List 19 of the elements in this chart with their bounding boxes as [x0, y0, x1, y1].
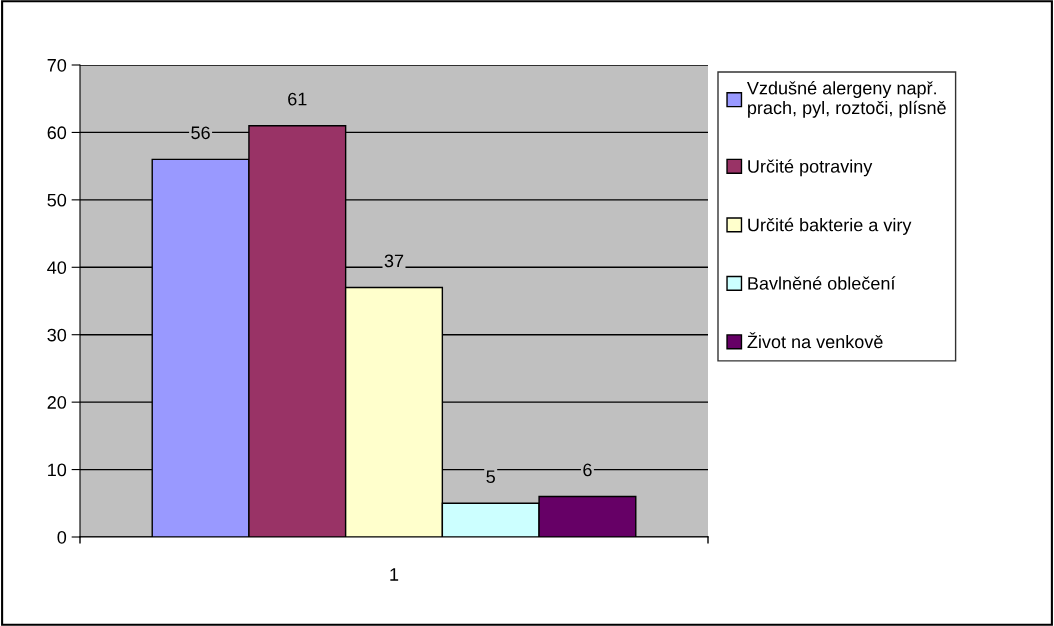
legend-label: Určité bakterie a viry: [748, 217, 912, 235]
y-tick-label: 50: [47, 193, 67, 207]
legend-label: Vzdušné alergeny např. prach, pyl, roztoči, plísně: [746, 81, 946, 118]
y-tick-label: 30: [47, 328, 67, 342]
data-label: 56: [191, 126, 210, 140]
y-tick-label: 40: [47, 261, 67, 275]
x-tick-label: 1: [390, 568, 399, 581]
y-tick-label: 10: [48, 463, 67, 477]
data-label: 6: [583, 463, 592, 477]
y-tick-label: 20: [47, 396, 67, 409]
legend-label: Život na venkově: [747, 332, 883, 349]
data-label: 37: [384, 254, 404, 268]
legend-label: Bavlněné oblečení: [748, 276, 896, 290]
y-tick-label: 0: [57, 530, 67, 544]
data-label: 61: [288, 92, 307, 106]
y-tick-label: 70: [47, 58, 67, 72]
data-label: 5: [486, 470, 495, 484]
legend-label: Určité potraviny: [748, 159, 873, 177]
y-tick-label: 60: [47, 126, 67, 140]
